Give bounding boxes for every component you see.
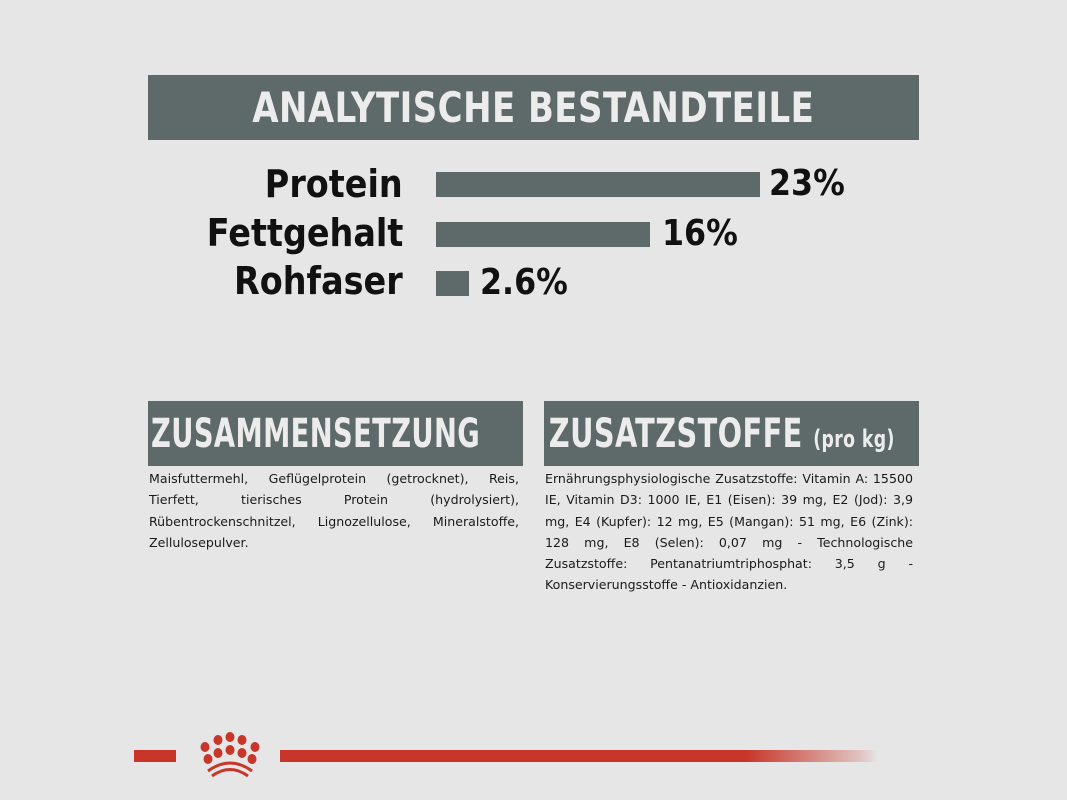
additives-text: Ernährungsphysiologische Zusatzstoffe: V… <box>545 471 913 593</box>
composition-text: Maisfuttermehl, Geflügelprotein (getrock… <box>149 471 519 550</box>
crown-icon <box>200 732 260 778</box>
additives-title-text: ZUSATZSTOFFE <box>548 410 803 457</box>
footer-red-line-right <box>280 750 878 762</box>
fettgehalt-value: 16% <box>662 213 738 254</box>
rohfaser-value: 2.6% <box>480 262 568 303</box>
rohfaser-bar <box>436 271 469 296</box>
composition-title: ZUSAMMENSETZUNG <box>148 401 523 466</box>
composition-title-text: ZUSAMMENSETZUNG <box>151 410 481 457</box>
analysis-title: ANALYTISCHE BESTANDTEILE <box>148 75 919 140</box>
analysis-title-text: ANALYTISCHE BESTANDTEILE <box>252 83 815 132</box>
fettgehalt-label: Fettgehalt <box>206 211 403 255</box>
footer-red-line-left <box>134 750 176 762</box>
protein-label: Protein <box>265 162 403 206</box>
protein-bar <box>436 172 760 197</box>
additives-title-suffix: (pro kg) <box>813 424 895 453</box>
additives-title-inner: ZUSATZSTOFFE (pro kg) <box>544 411 895 457</box>
rohfaser-label: Rohfaser <box>234 259 403 303</box>
fettgehalt-bar <box>436 222 650 247</box>
protein-value: 23% <box>769 163 845 204</box>
additives-title: ZUSATZSTOFFE (pro kg) <box>544 401 919 466</box>
